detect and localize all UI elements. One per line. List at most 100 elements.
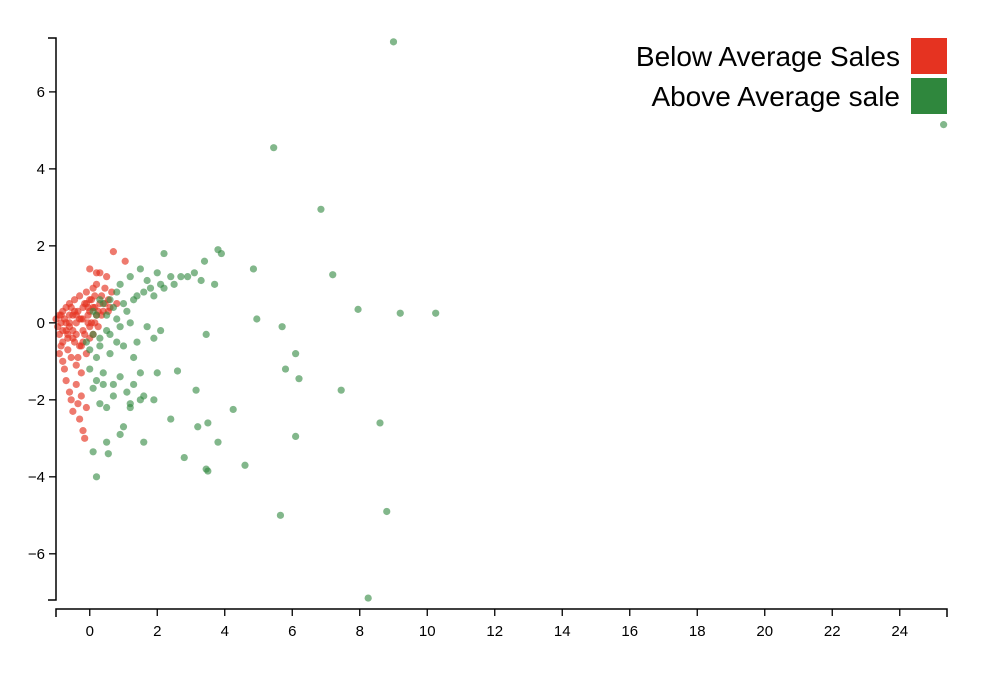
data-point [96,334,104,342]
series-above-average-sale [82,38,948,602]
data-point [82,288,90,296]
data-point [92,376,101,385]
data-point [281,365,290,373]
data-point [396,309,404,317]
data-point [214,438,222,446]
data-point [82,338,90,346]
y-tick-label: 2 [37,238,45,255]
data-point [143,323,151,331]
data-point [432,309,440,317]
x-tick-label: 4 [221,623,229,640]
data-point [202,330,210,338]
data-point [91,319,99,327]
data-point [123,307,131,315]
y-tick-label: 4 [37,161,45,178]
data-point [116,430,124,439]
data-point [108,288,116,296]
data-point [59,357,67,365]
data-point [67,353,75,362]
data-point [55,350,63,358]
data-point [364,594,372,602]
data-point [77,369,85,377]
legend: Below Average Sales Above Average sale [636,38,947,114]
legend-label-below: Below Average Sales [636,41,900,72]
data-point [229,405,237,414]
data-point [184,273,192,281]
data-point [70,338,79,346]
data-point [70,307,79,315]
data-point [121,257,129,265]
x-tick-label: 10 [419,623,436,640]
data-point [96,342,104,350]
data-point [72,380,80,389]
data-point [270,144,278,152]
data-point [99,369,107,377]
data-point [146,284,155,292]
data-point [97,311,106,319]
data-point [106,296,114,304]
data-point [72,330,80,338]
data-point [59,326,67,335]
data-point [337,386,345,394]
x-tick-label: 2 [153,623,161,640]
data-point [65,311,74,319]
y-tick-label: −6 [28,546,45,563]
data-point [104,450,112,458]
data-point [113,338,121,346]
x-tick-label: 12 [486,623,503,640]
data-point [389,38,398,46]
data-point [86,346,94,354]
data-point [62,376,70,385]
data-point [76,315,84,323]
data-point [140,438,148,446]
data-point [136,265,144,273]
data-point [126,319,134,327]
data-point [278,323,286,331]
data-point [241,461,249,469]
data-point [92,280,101,288]
data-point [150,292,158,300]
data-point [109,303,117,312]
data-point [190,269,198,277]
data-point [103,403,111,412]
data-point [143,276,151,285]
data-point [81,434,89,442]
x-axis-line [55,608,948,617]
data-point [92,473,101,481]
data-point [65,388,74,396]
data-point [126,273,134,281]
legend-swatch-above [911,78,947,114]
data-point [106,330,114,338]
data-point [109,380,117,389]
data-point [77,392,85,400]
data-point [140,288,148,296]
data-point [126,403,134,412]
data-point [116,323,124,331]
x-tick-label: 20 [756,623,773,640]
data-point [76,415,84,423]
data-point [153,369,161,377]
data-point [60,365,69,373]
data-point [91,292,99,300]
data-point [86,265,94,273]
data-point [130,353,138,362]
x-tick-label: 22 [824,623,841,640]
data-point [173,367,182,375]
data-point [157,326,165,335]
legend-label-above: Above Average sale [651,81,900,112]
data-point [211,280,219,288]
data-point [150,396,158,404]
data-point [64,346,72,354]
data-point [89,384,97,392]
data-point [354,305,362,313]
data-point [109,248,117,256]
data-point [103,438,111,446]
data-point [204,419,212,427]
y-axis: 6 4 2 0 −2 −4 −6 [28,37,57,601]
series-below-average-sales [52,248,129,442]
data-point [204,467,212,475]
x-tick-label: 18 [689,623,706,640]
data-point [130,380,138,389]
data-point [79,303,87,312]
data-point [170,280,178,288]
